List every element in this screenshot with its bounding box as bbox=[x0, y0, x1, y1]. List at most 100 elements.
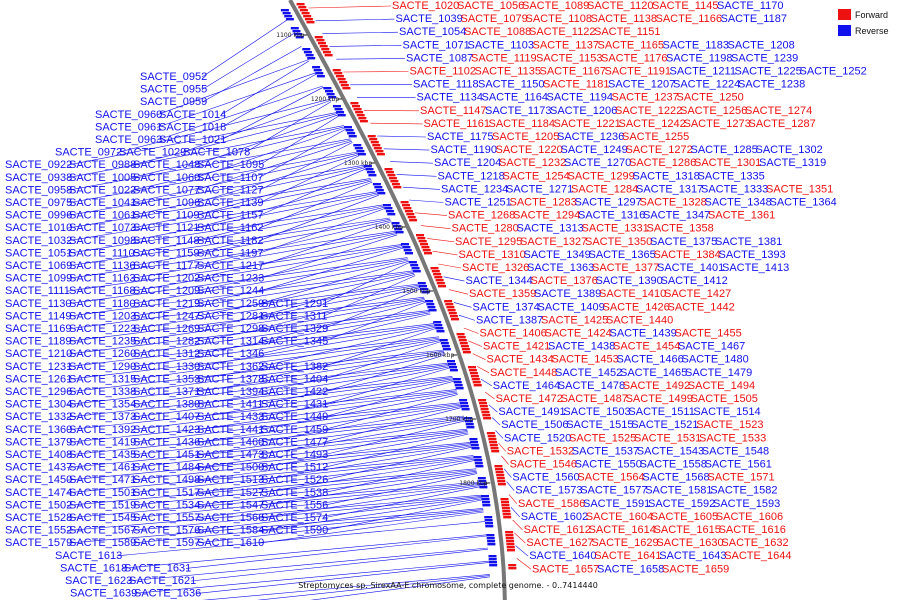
gene-label-left: SACTE_1210 bbox=[5, 348, 72, 360]
gene-label-right: SACTE_1295 bbox=[455, 236, 522, 248]
gene-label-left: SACTE_1433 bbox=[197, 411, 264, 423]
gene-label-left: SACTE_1073 bbox=[69, 222, 136, 234]
leader-line-left bbox=[66, 204, 384, 254]
leader-line-left bbox=[66, 336, 440, 380]
forward-gene-block bbox=[458, 339, 467, 342]
forward-gene-block bbox=[328, 60, 336, 62]
leader-line-left bbox=[130, 284, 420, 330]
gene-label-right: SACTE_1480 bbox=[682, 354, 749, 366]
gene-label-left: SACTE_1404 bbox=[261, 373, 328, 385]
gene-label-left: SACTE_1538 bbox=[261, 487, 328, 499]
forward-gene-block bbox=[353, 108, 362, 111]
tick-label: 1500 kbp bbox=[402, 288, 430, 295]
forward-gene-block bbox=[403, 207, 412, 210]
forward-gene-block bbox=[504, 522, 512, 524]
gene-label-right: SACTE_1478 bbox=[558, 380, 625, 392]
leader-line-left bbox=[258, 155, 360, 204]
reverse-gene-block bbox=[392, 225, 401, 228]
leader-line-left bbox=[130, 456, 474, 494]
leader-line-left bbox=[258, 287, 421, 330]
forward-gene-block bbox=[505, 528, 513, 530]
gene-label-right: SACTE_1270 bbox=[564, 157, 631, 169]
forward-gene-block bbox=[482, 414, 491, 417]
gene-label-right: SACTE_1409 bbox=[538, 301, 605, 313]
gene-label-right: SACTE_1335 bbox=[698, 170, 765, 182]
gene-label-right: SACTE_1344 bbox=[466, 275, 533, 287]
gene-label-right: SACTE_1256 bbox=[680, 105, 747, 117]
gene-label-right: SACTE_1020 bbox=[392, 0, 459, 12]
gene-label-right: SACTE_1170 bbox=[717, 0, 783, 12]
gene-label-left: SACTE_0988 bbox=[69, 159, 136, 171]
reverse-gene-block bbox=[481, 495, 489, 498]
leader-line-left bbox=[322, 328, 436, 368]
forward-gene-block bbox=[505, 531, 514, 534]
forward-gene-block bbox=[503, 516, 512, 519]
reverse-gene-block bbox=[284, 15, 293, 18]
gene-label-left: SACTE_1203 bbox=[69, 310, 136, 322]
gene-label-right: SACTE_1222 bbox=[615, 105, 682, 117]
gene-label-left: SACTE_1362 bbox=[197, 361, 264, 373]
forward-gene-block bbox=[428, 261, 436, 263]
gene-label-left: SACTE_1315 bbox=[69, 373, 136, 385]
gene-label-right: SACTE_1492 bbox=[623, 380, 690, 392]
gene-label-right: SACTE_1328 bbox=[640, 197, 707, 209]
reverse-gene-block bbox=[368, 174, 377, 177]
gene-label-left: SACTE_1423 bbox=[133, 424, 200, 436]
forward-gene-block bbox=[329, 63, 337, 65]
reverse-gene-block bbox=[434, 324, 443, 327]
gene-label-right: SACTE_1054 bbox=[399, 26, 466, 38]
gene-label-right: SACTE_1532 bbox=[507, 445, 574, 457]
reverse-gene-block bbox=[473, 456, 482, 459]
reverse-gene-block bbox=[417, 282, 426, 285]
gene-label-left: SACTE_1298 bbox=[197, 323, 264, 335]
gene-label-right: SACTE_1591 bbox=[583, 498, 650, 510]
leader-line-left bbox=[194, 233, 397, 279]
forward-gene-block bbox=[296, 3, 305, 6]
gene-label-right: SACTE_1464 bbox=[493, 380, 560, 392]
leader-line-left bbox=[66, 362, 449, 405]
gene-label-right: SACTE_1224 bbox=[673, 79, 740, 91]
gene-label-right: SACTE_1453 bbox=[552, 354, 619, 366]
gene-label-right: SACTE_1658 bbox=[597, 563, 664, 575]
gene-label-right: SACTE_1426 bbox=[603, 301, 670, 313]
leader-line-left bbox=[130, 416, 465, 456]
reverse-gene-block bbox=[341, 120, 349, 122]
leader-line-left bbox=[130, 496, 482, 531]
gene-label-right: SACTE_1165 bbox=[598, 39, 664, 51]
leader-line-left bbox=[66, 125, 344, 179]
reverse-gene-block bbox=[339, 117, 347, 119]
gene-label-left: SACTE_1291 bbox=[261, 298, 328, 310]
leader-line-left bbox=[130, 126, 345, 179]
forward-gene-block bbox=[340, 84, 349, 87]
gene-label-right: SACTE_1561 bbox=[705, 459, 772, 471]
leader-line-left bbox=[66, 257, 408, 305]
gene-label-right: SACTE_1242 bbox=[619, 118, 686, 130]
gene-label-right: SACTE_1255 bbox=[622, 131, 689, 143]
reverse-gene-block bbox=[279, 6, 287, 8]
leader-line-left bbox=[244, 101, 332, 153]
gene-label-right: SACTE_1284 bbox=[571, 183, 638, 195]
leader-line-left bbox=[194, 418, 465, 456]
leader-line-right bbox=[315, 18, 395, 22]
leader-line-left bbox=[66, 323, 435, 368]
gene-label-right: SACTE_1531 bbox=[634, 432, 701, 444]
gene-label-right: SACTE_1537 bbox=[572, 445, 639, 457]
gene-label-right: SACTE_1351 bbox=[766, 183, 833, 195]
leader-line-left bbox=[66, 283, 419, 330]
gene-label-left: SACTE_1180 bbox=[69, 298, 135, 310]
leader-line-right bbox=[443, 276, 465, 282]
reverse-gene-block bbox=[316, 75, 325, 78]
leader-line-right bbox=[501, 455, 509, 465]
forward-gene-block bbox=[326, 57, 334, 59]
forward-gene-block bbox=[506, 543, 515, 546]
gene-label-left: SACTE_1149 bbox=[5, 310, 71, 322]
leader-line-right bbox=[421, 225, 451, 229]
forward-gene-block bbox=[331, 66, 339, 68]
gene-label-right: SACTE_1301 bbox=[694, 157, 761, 169]
gene-label-right: SACTE_1122 bbox=[529, 26, 595, 38]
forward-gene-block bbox=[476, 390, 484, 392]
gene-label-left: SACTE_1109 bbox=[133, 210, 199, 222]
gene-label-right: SACTE_1273 bbox=[684, 118, 751, 130]
forward-gene-block bbox=[475, 387, 483, 389]
gene-label-left: SACTE_1392 bbox=[69, 424, 136, 436]
